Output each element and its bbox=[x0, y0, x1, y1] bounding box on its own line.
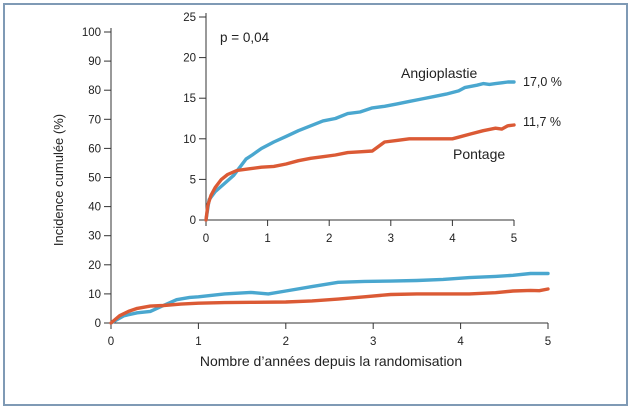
inset-x-tick-label: 5 bbox=[511, 233, 517, 245]
main-x-tick-label: 2 bbox=[283, 336, 289, 348]
main-y-tick-label: 10 bbox=[88, 289, 101, 301]
main-x-tick-label: 1 bbox=[195, 336, 201, 348]
inset-y-tick-label: 20 bbox=[183, 53, 196, 65]
main-y-tick-label: 80 bbox=[88, 85, 101, 97]
inset-x-tick-label: 2 bbox=[326, 233, 332, 245]
main-y-tick-label: 50 bbox=[88, 173, 101, 185]
inset-x-tick-label: 3 bbox=[388, 233, 394, 245]
main-y-tick-label: 40 bbox=[88, 202, 101, 214]
main-y-tick-label: 30 bbox=[88, 231, 101, 243]
end-label-pontage: 11,7 % bbox=[523, 115, 561, 129]
p-value-annotation: p = 0,04 bbox=[220, 30, 270, 45]
inset-series bbox=[204, 80, 516, 222]
main-x-tick-label: 5 bbox=[545, 336, 551, 348]
main-y-tick-label: 60 bbox=[88, 143, 101, 155]
main-y-tick-label: 20 bbox=[88, 260, 101, 272]
end-label-angioplastie: 17,0 % bbox=[523, 75, 562, 89]
inset-series-pontage bbox=[204, 123, 516, 222]
main-x-tick-label: 4 bbox=[457, 336, 464, 348]
inset-y-tick-label: 5 bbox=[190, 174, 196, 186]
main-x-tick-label: 3 bbox=[370, 336, 376, 348]
inset-x-tick-label: 1 bbox=[264, 233, 270, 245]
main-y-tick-label: 90 bbox=[88, 56, 101, 68]
main-y-tick-label: 70 bbox=[88, 114, 101, 126]
inset-axes: 0 5 10 15 20 25 0 1 2 3 4 5 bbox=[183, 12, 517, 245]
y-axis-label: Incidence cumulée (%) bbox=[51, 114, 66, 246]
inset-y-tick-label: 15 bbox=[183, 93, 196, 105]
chart-labels: Incidence cumulée (%) Nombre d’années de… bbox=[51, 30, 562, 369]
main-series-pontage bbox=[109, 287, 550, 325]
main-series bbox=[109, 271, 550, 325]
inset-y-tick-label: 25 bbox=[183, 12, 196, 24]
inset-series-angioplastie bbox=[204, 80, 516, 222]
main-y-tick-label: 100 bbox=[82, 27, 101, 39]
legend-pontage: Pontage bbox=[453, 146, 505, 162]
main-y-tick-label: 0 bbox=[95, 318, 101, 330]
x-axis-label: Nombre d’années depuis la randomisation bbox=[200, 353, 462, 369]
inset-y-tick-label: 0 bbox=[190, 215, 196, 227]
chart-frame bbox=[3, 3, 628, 406]
inset-y-tick-label: 10 bbox=[183, 134, 196, 146]
main-x-tick-label: 0 bbox=[108, 336, 114, 348]
inset-x-tick-label: 4 bbox=[449, 233, 456, 245]
legend-angioplastie: Angioplastie bbox=[401, 65, 477, 81]
main-series-angioplastie bbox=[109, 271, 550, 325]
inset-x-tick-label: 0 bbox=[203, 233, 209, 245]
